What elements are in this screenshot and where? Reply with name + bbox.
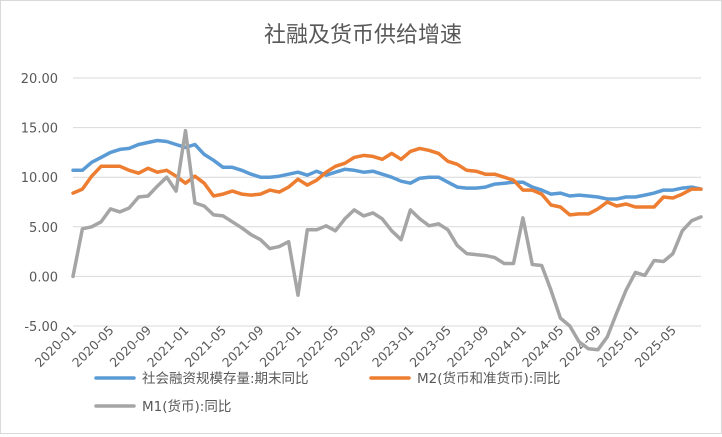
y-tick-label: 0.00 (29, 270, 58, 285)
x-tick-label: 2025-05 (631, 323, 679, 371)
y-tick-label: 15.00 (21, 122, 58, 137)
y-tick-label: -5.00 (24, 320, 58, 335)
legend-label: M1(货币):同比 (142, 398, 231, 415)
series-line-3 (71, 128, 703, 352)
legend-label: 社会融资规模存量:期末同比 (142, 371, 309, 387)
legend: 社会融资规模存量:期末同比 M2(货币和准货币):同比 M1(货币):同比 (94, 370, 560, 415)
y-tick-label: 20.00 (21, 72, 58, 87)
y-axis-ticks: -5.00 0.00 5.00 10.00 15.00 20.00 (21, 72, 58, 335)
series-lines (71, 128, 703, 352)
chart-title: 社融及货币供给增速 (264, 23, 462, 48)
legend-label: M2(货币和准货币):同比 (417, 370, 560, 387)
x-axis-ticks: 2020-012020-052020-092021-012021-052021-… (32, 322, 679, 370)
series-line-1 (71, 138, 703, 201)
series-line-2 (71, 146, 703, 217)
y-tick-label: 10.00 (21, 171, 58, 186)
y-tick-label: 5.00 (29, 221, 58, 236)
